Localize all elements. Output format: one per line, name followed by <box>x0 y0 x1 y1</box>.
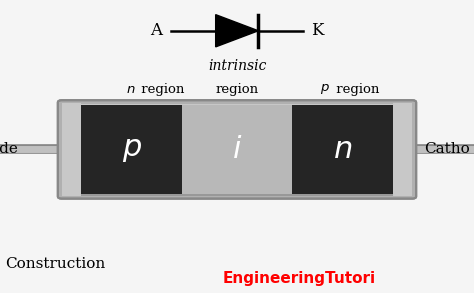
Text: Catho: Catho <box>424 142 470 156</box>
Bar <box>393 103 412 196</box>
Text: $p$: $p$ <box>121 135 142 164</box>
Text: intrinsic: intrinsic <box>208 59 266 73</box>
Text: K: K <box>311 22 324 39</box>
Bar <box>62 117 412 131</box>
Text: $i$: $i$ <box>232 135 242 164</box>
FancyBboxPatch shape <box>58 100 416 199</box>
Bar <box>62 103 81 196</box>
Polygon shape <box>216 15 258 47</box>
Bar <box>182 105 292 194</box>
Bar <box>292 105 393 194</box>
Text: region: region <box>332 83 379 96</box>
Text: Construction: Construction <box>5 257 105 271</box>
Text: region: region <box>137 83 185 96</box>
Text: A: A <box>150 22 163 39</box>
Bar <box>62 168 412 182</box>
Text: ode: ode <box>0 142 18 156</box>
Text: $n$: $n$ <box>333 135 352 164</box>
Text: region: region <box>216 83 258 96</box>
Bar <box>81 105 182 194</box>
Text: EngineeringTutori: EngineeringTutori <box>223 271 376 286</box>
Text: $p$: $p$ <box>319 82 329 96</box>
Bar <box>62 182 412 196</box>
Bar <box>62 104 412 117</box>
Text: $n$: $n$ <box>126 83 135 96</box>
